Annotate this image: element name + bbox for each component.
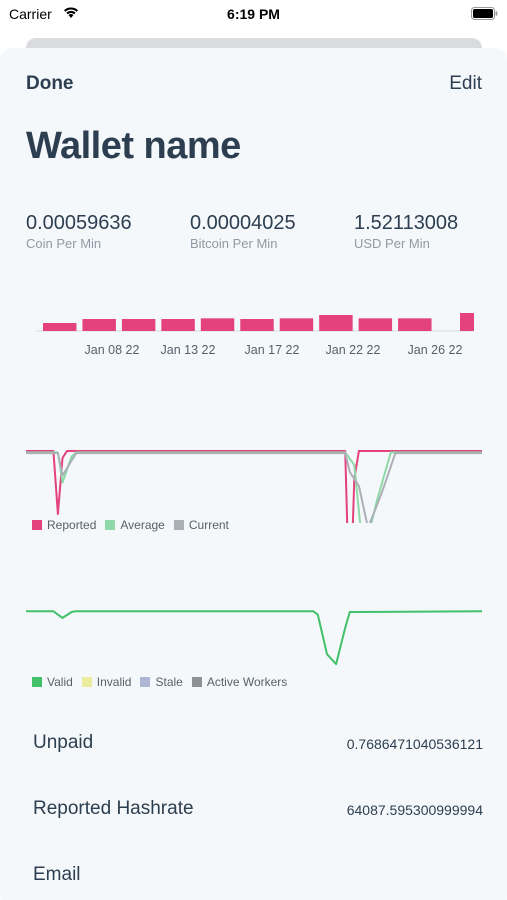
- legend-swatch: [140, 677, 151, 687]
- series-line-valid: [26, 610, 483, 666]
- legend-label: Invalid: [96, 675, 132, 689]
- stat-coin-per-min: 0.00059636 Coin Per Min: [26, 212, 132, 251]
- edit-button[interactable]: Edit: [449, 73, 482, 94]
- wifi-icon: [64, 7, 78, 18]
- earnings-bar-chart: Jan 08 22 Jan 13 22 Jan 17 22 Jan 22 22 Jan …: [36, 313, 474, 356]
- hashrate-line-chart: [26, 450, 482, 523]
- bar: [161, 319, 195, 331]
- legend-item-invalid: Invalid: [81, 675, 132, 689]
- detail-label: Email: [33, 864, 81, 885]
- carrier-label: Carrier: [9, 6, 52, 22]
- detail-row-unpaid[interactable]: Unpaid 0.7686471040536121: [0, 732, 507, 772]
- detail-row-email[interactable]: Email: [0, 864, 507, 900]
- detail-label: Reported Hashrate: [33, 798, 194, 819]
- page-title: Wallet name: [26, 125, 241, 167]
- x-tick-label: Jan 08 22: [85, 343, 140, 356]
- legend-label: Reported: [47, 518, 97, 532]
- stat-usd-per-min: 1.52113008 USD Per Min: [354, 212, 458, 251]
- hashrate-legend: Reported Average Current: [32, 518, 238, 532]
- legend-item-reported: Reported: [32, 518, 96, 532]
- detail-value: 64087.595300999994: [346, 802, 483, 818]
- bar: [43, 323, 77, 331]
- done-button[interactable]: Done: [26, 73, 74, 94]
- legend-swatch: [191, 677, 202, 687]
- legend-label: Current: [188, 518, 229, 532]
- stat-label: Coin Per Min: [26, 236, 102, 251]
- x-tick-label: Jan 13 22: [161, 343, 216, 356]
- wallet-sheet: Done Edit Wallet name 0.00059636 Coin Pe…: [0, 48, 507, 900]
- bar: [279, 318, 314, 331]
- legend-item-valid: Valid: [32, 675, 73, 689]
- bar: [358, 318, 393, 331]
- bar: [82, 319, 116, 331]
- shares-line-chart: [26, 610, 483, 666]
- legend-label: Stale: [155, 675, 183, 689]
- legend-item-stale: Stale: [140, 675, 183, 689]
- x-tick-label: Jan 17 22: [245, 343, 300, 356]
- stat-value: 1.52113008: [354, 212, 459, 234]
- legend-swatch: [32, 520, 42, 530]
- detail-value: 0.7686471040536121: [346, 736, 483, 752]
- series-line-reported: [26, 450, 482, 523]
- legend-item-active-workers: Active Workers: [191, 675, 288, 689]
- stat-label: Bitcoin Per Min: [190, 236, 278, 251]
- x-tick-label: Jan 26 22: [408, 343, 463, 356]
- bar: [200, 318, 235, 331]
- detail-row-reported-hashrate[interactable]: Reported Hashrate 64087.595300999994: [0, 798, 507, 838]
- detail-label: Unpaid: [33, 732, 94, 753]
- legend-swatch: [173, 520, 184, 530]
- legend-item-average: Average: [105, 518, 165, 532]
- legend-label: Average: [120, 518, 165, 532]
- series-line-current: [26, 452, 482, 523]
- x-tick-label: Jan 22 22: [326, 343, 381, 356]
- bar: [319, 315, 353, 331]
- shares-legend: Valid Invalid Stale Active Workers: [32, 675, 296, 689]
- series-line-average: [26, 451, 482, 523]
- bar: [460, 313, 474, 331]
- legend-swatch: [81, 677, 92, 687]
- stat-value: 0.00004025: [190, 212, 296, 234]
- legend-label: Active Workers: [206, 675, 288, 689]
- legend-swatch: [105, 520, 116, 530]
- battery-icon: [471, 7, 498, 20]
- bar: [398, 318, 432, 331]
- legend-swatch: [32, 677, 42, 687]
- status-bar: Carrier 6:19 PM: [0, 0, 507, 30]
- legend-item-current: Current: [173, 518, 229, 532]
- stat-bitcoin-per-min: 0.00004025 Bitcoin Per Min: [190, 212, 296, 251]
- stat-value: 0.00059636: [26, 212, 132, 234]
- bar: [121, 319, 156, 331]
- clock-time: 6:19 PM: [227, 6, 280, 22]
- legend-label: Valid: [47, 675, 73, 689]
- stat-label: USD Per Min: [354, 236, 430, 251]
- bar: [240, 319, 274, 331]
